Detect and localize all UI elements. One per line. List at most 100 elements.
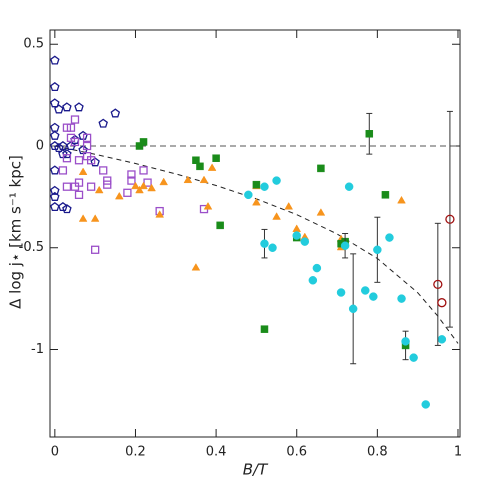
point <box>252 180 261 189</box>
point <box>98 118 108 128</box>
point <box>437 335 447 344</box>
point <box>336 288 346 297</box>
point <box>50 191 60 201</box>
point <box>66 123 76 132</box>
point <box>62 149 72 159</box>
point <box>381 191 390 199</box>
point <box>433 279 443 290</box>
point <box>135 185 144 194</box>
point <box>135 142 144 150</box>
point <box>70 115 80 124</box>
point <box>260 239 269 248</box>
point <box>365 130 374 138</box>
point <box>401 337 410 346</box>
point <box>421 400 430 409</box>
point <box>196 162 204 171</box>
point <box>78 214 88 222</box>
point <box>114 191 124 200</box>
point <box>123 188 132 197</box>
x-tick-label: 0 <box>51 445 59 460</box>
point <box>110 108 121 118</box>
x-tick-label: 0.4 <box>206 445 227 460</box>
point <box>409 353 418 362</box>
point <box>385 233 394 242</box>
point <box>58 201 68 212</box>
point <box>373 245 382 255</box>
y-tick-label: 0 <box>36 138 44 153</box>
point <box>284 201 294 210</box>
point <box>272 212 281 220</box>
point <box>183 175 193 184</box>
point <box>155 210 165 218</box>
x-tick-label: 0.6 <box>286 445 307 460</box>
point <box>78 167 88 175</box>
point <box>212 154 220 162</box>
point <box>203 201 213 210</box>
point <box>216 221 224 230</box>
point <box>94 185 104 194</box>
point <box>348 304 358 314</box>
y-tick-label: -1 <box>31 342 44 357</box>
point <box>159 177 169 186</box>
point <box>143 178 152 187</box>
point <box>74 190 84 199</box>
point <box>397 195 406 204</box>
point <box>199 175 209 184</box>
point <box>191 263 201 271</box>
point <box>86 156 96 165</box>
point <box>70 182 80 191</box>
point <box>127 170 136 179</box>
point <box>127 176 136 185</box>
point <box>86 182 96 191</box>
point <box>50 81 60 92</box>
point <box>90 214 100 222</box>
point <box>207 163 217 171</box>
point <box>397 294 406 303</box>
x-axis-label: B/T <box>243 461 269 479</box>
point <box>70 137 80 147</box>
x-tick-label: 0.2 <box>125 445 146 460</box>
y-axis-label: Δ log j⋆ [km s⁻¹ kpc] <box>7 155 25 309</box>
point <box>308 276 318 285</box>
point <box>192 156 200 164</box>
point <box>437 298 447 308</box>
point <box>66 140 76 151</box>
point <box>54 104 64 114</box>
point <box>260 325 269 333</box>
point <box>340 241 350 250</box>
point <box>82 133 92 143</box>
point <box>90 157 100 167</box>
point <box>62 204 72 214</box>
point <box>62 154 72 163</box>
point <box>139 181 148 190</box>
point <box>62 182 72 191</box>
point <box>54 142 64 153</box>
point <box>312 263 322 273</box>
point <box>139 138 148 146</box>
point <box>317 164 325 173</box>
point <box>91 245 100 254</box>
point <box>369 292 378 301</box>
point <box>62 102 72 112</box>
point <box>344 182 354 191</box>
point <box>268 243 277 252</box>
point <box>50 185 60 195</box>
point <box>272 176 281 185</box>
point <box>361 286 370 295</box>
y-tick-label: -0.5 <box>19 240 44 255</box>
point <box>50 98 60 108</box>
point <box>50 165 60 175</box>
point <box>50 201 60 212</box>
point <box>244 190 253 200</box>
point <box>292 231 301 240</box>
y-tick-label: 0.5 <box>23 37 44 52</box>
point <box>50 130 60 140</box>
point <box>300 237 310 246</box>
point <box>103 176 112 185</box>
point <box>139 166 148 175</box>
point <box>82 141 92 151</box>
point <box>260 182 269 191</box>
x-tick-label: 1 <box>454 445 462 460</box>
model-curve <box>54 145 459 344</box>
